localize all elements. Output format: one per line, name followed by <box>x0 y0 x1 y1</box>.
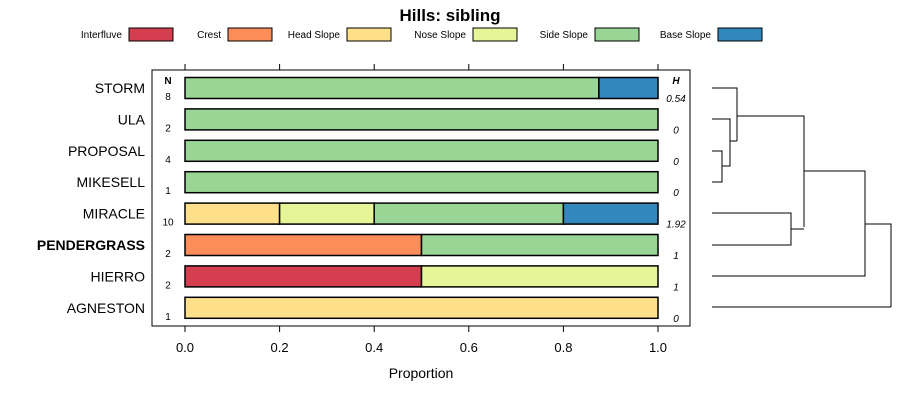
x-axis: 0.0 0.2 0.4 0.6 0.8 1.0 <box>176 64 667 355</box>
legend-label-side-slope: Side Slope <box>540 30 589 41</box>
row-h-miracle: 1.92 <box>666 220 686 231</box>
dendrogram-branch-7 <box>737 115 805 227</box>
x-tick-label-5: 1.0 <box>649 340 667 355</box>
legend-swatch-head-slope <box>346 27 392 42</box>
row-n-proposal: 4 <box>165 155 171 166</box>
row-label-proposal: PROPOSAL <box>68 143 145 159</box>
bar-hierro-nose-slope <box>420 265 659 288</box>
h-column-header: H <box>672 76 680 87</box>
x-tick-label-1: 0.2 <box>271 340 289 355</box>
x-tick-label-2: 0.4 <box>365 340 383 355</box>
legend-swatch-base-slope <box>717 27 763 42</box>
row-h-mikesell: 0 <box>673 188 679 199</box>
row-label-agneston: AGNESTON <box>67 300 145 316</box>
dendrogram-branch-3 <box>712 166 723 183</box>
legend-label-interfluve: Interfluve <box>81 30 123 41</box>
legend-label-head-slope: Head Slope <box>288 30 341 41</box>
n-column-header: N <box>164 76 171 87</box>
dendrogram-branch-4 <box>722 141 731 167</box>
bar-ula-side-slope <box>184 108 659 131</box>
bar-agneston-head-slope <box>184 296 659 320</box>
legend-swatch-side-slope <box>594 27 640 42</box>
bar-miracle-nose-slope <box>278 202 375 225</box>
plot-frame <box>151 69 691 327</box>
bar-storm-base-slope <box>598 76 659 100</box>
dendrogram-branch-12 <box>712 224 866 277</box>
row-label-miracle: MIRACLE <box>83 206 145 222</box>
x-axis-title: Proportion <box>389 365 454 381</box>
row-h-storm: 0.54 <box>666 94 686 105</box>
legend: Interfluve Crest Head Slope Nose Slope Side … <box>81 27 763 42</box>
row-label-ula: ULA <box>118 111 146 127</box>
dendrogram <box>712 87 892 308</box>
chart-title: Hills: sibling <box>399 6 500 25</box>
row-label-storm: STORM <box>95 80 145 96</box>
bar-hierro-interfluve <box>184 265 423 288</box>
row-n-pendergrass: 2 <box>165 249 171 260</box>
bar-miracle-head-slope <box>184 202 281 225</box>
legend-swatch-interfluve <box>128 27 174 42</box>
bar-mikesell-side-slope <box>184 170 659 194</box>
bar-pendergrass-crest <box>184 233 423 257</box>
row-label-hierro: HIERRO <box>91 268 146 284</box>
row-h-agneston: 0 <box>673 314 679 325</box>
row-n-storm: 8 <box>165 92 171 103</box>
legend-label-crest: Crest <box>197 30 221 41</box>
x-tick-label-3: 0.6 <box>460 340 478 355</box>
row-h-proposal: 0 <box>673 157 679 168</box>
dendrogram-branch-13 <box>865 223 892 307</box>
dendrogram-branch-9 <box>712 229 792 246</box>
row-h-hierro: 1 <box>673 282 679 293</box>
dendrogram-branch-2 <box>712 150 723 166</box>
dendrogram-branch-11 <box>804 170 866 224</box>
x-tick-label-0: 0.0 <box>176 340 194 355</box>
bar-storm-side-slope <box>184 76 600 100</box>
bar-miracle-base-slope <box>562 202 659 225</box>
bar-miracle-side-slope <box>373 202 565 225</box>
row-n-mikesell: 1 <box>165 186 171 197</box>
row-n-miracle: 10 <box>162 218 174 229</box>
dendrogram-branch-8 <box>712 212 792 229</box>
row-label-mikesell: MIKESELL <box>77 174 146 190</box>
row-h-ula: 0 <box>673 125 679 136</box>
legend-label-base-slope: Base Slope <box>660 30 712 41</box>
legend-label-nose-slope: Nose Slope <box>414 30 466 41</box>
row-h-pendergrass: 1 <box>673 251 679 262</box>
row-n-hierro: 2 <box>165 280 171 291</box>
dendrogram-branch-0 <box>712 87 738 141</box>
bar-pendergrass-side-slope <box>420 233 659 257</box>
dendrogram-branch-1 <box>712 118 731 141</box>
legend-swatch-nose-slope <box>472 27 518 42</box>
bar-proposal-side-slope <box>184 139 659 163</box>
x-tick-label-4: 0.8 <box>554 340 572 355</box>
row-n-agneston: 1 <box>165 312 171 323</box>
legend-swatch-crest <box>227 27 273 42</box>
row-label-pendergrass: PENDERGRASS <box>37 237 145 253</box>
row-n-ula: 2 <box>165 123 171 134</box>
